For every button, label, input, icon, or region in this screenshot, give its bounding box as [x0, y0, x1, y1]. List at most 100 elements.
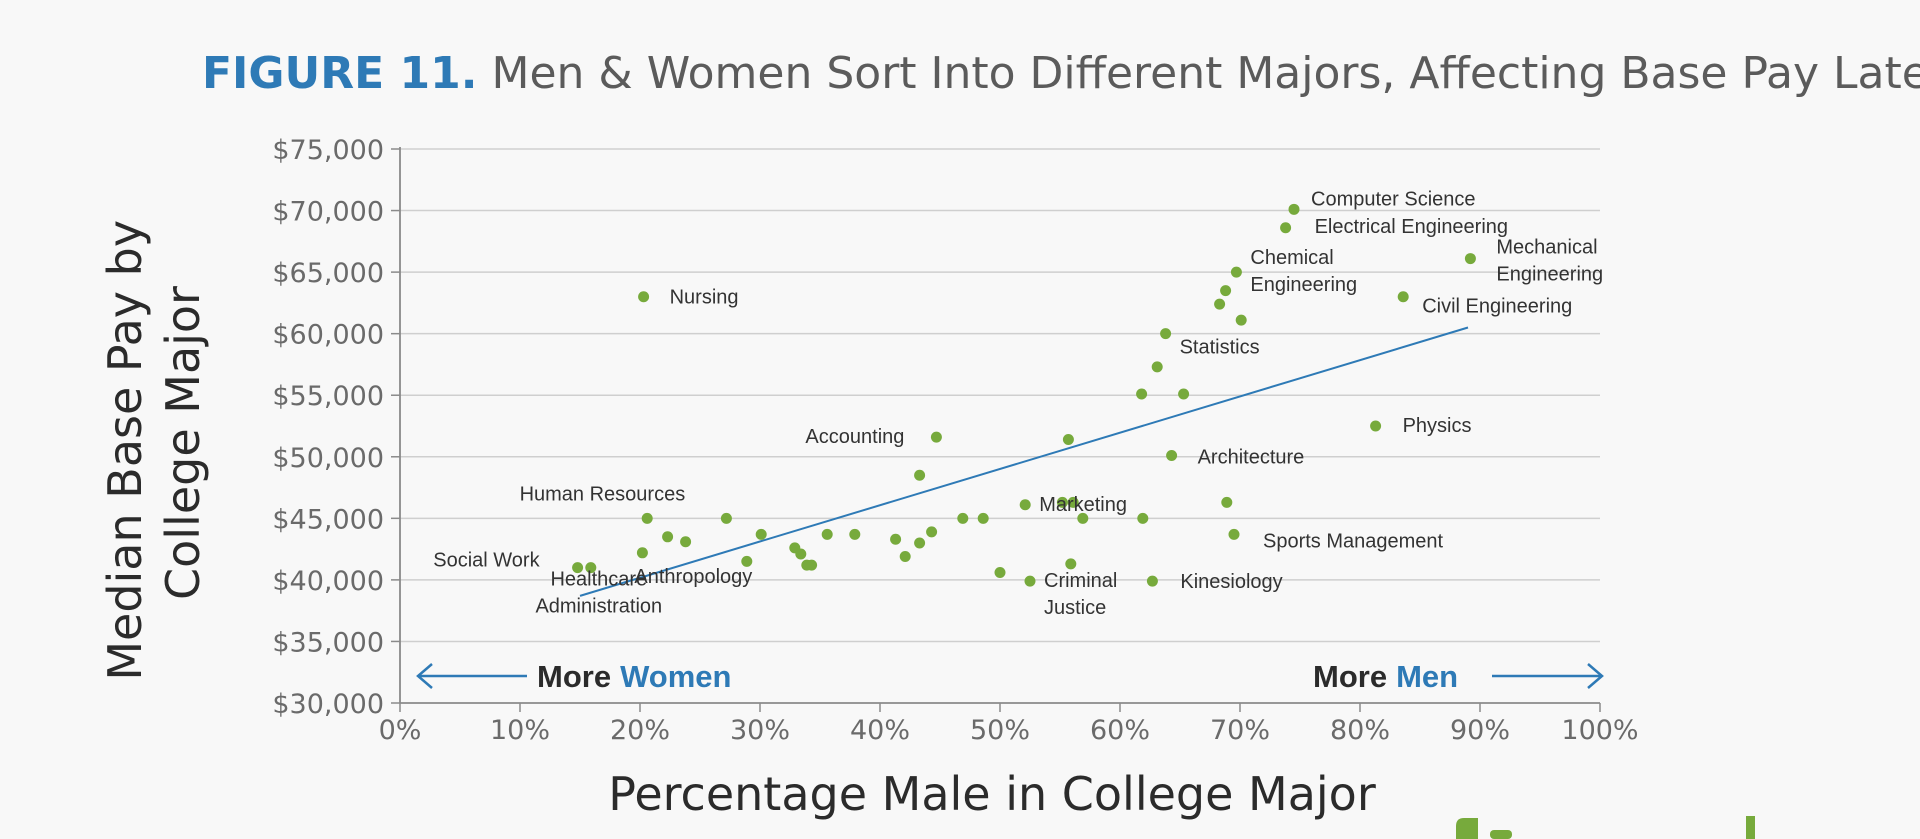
data-point — [741, 555, 753, 567]
data-point — [585, 562, 597, 574]
data-label-line: Kinesiology — [1180, 571, 1282, 593]
data-point — [926, 526, 938, 538]
data-label: Criminal Justice — [1044, 570, 1117, 619]
data-point — [849, 528, 861, 540]
data-label-line: Physics — [1403, 415, 1472, 437]
data-point — [994, 567, 1006, 579]
data-point — [572, 562, 584, 574]
data-label: Architecture — [1198, 447, 1305, 469]
x-tick-label: 20% — [610, 715, 670, 746]
data-label: Statistics — [1180, 337, 1260, 359]
data-point — [1178, 388, 1190, 400]
data-point — [821, 528, 833, 540]
data-label: Mechanical Engineering — [1496, 237, 1603, 286]
data-point — [1062, 434, 1074, 446]
data-label-line: Justice — [1044, 597, 1106, 619]
data-point — [1160, 328, 1172, 340]
data-point — [890, 533, 902, 545]
data-label: Kinesiology — [1180, 571, 1282, 593]
data-point — [680, 536, 692, 548]
data-label-line: Architecture — [1198, 447, 1305, 469]
data-label-line: Human Resources — [520, 483, 686, 505]
data-label-line: Anthropology — [634, 566, 752, 588]
data-label-line: Engineering — [1250, 274, 1357, 296]
data-point — [1288, 203, 1300, 215]
annotation-more-women: More Women — [416, 659, 731, 694]
data-point — [1077, 512, 1089, 524]
data-point — [720, 512, 732, 524]
figure-number: FIGURE 11. — [202, 48, 477, 99]
data-point — [1214, 298, 1226, 310]
data-label: Computer Science — [1311, 188, 1476, 210]
x-tick-label: 80% — [1330, 715, 1390, 746]
data-label-line: Civil Engineering — [1422, 296, 1572, 318]
data-label-line: Nursing — [670, 287, 739, 309]
right-arrow-icon — [1587, 663, 1604, 689]
chart-title: FIGURE 11. Men & Women Sort Into Differen… — [202, 48, 1920, 99]
data-label: Civil Engineering — [1422, 296, 1572, 318]
data-points — [572, 203, 1476, 587]
title-text: Men & Women Sort Into Different Majors, … — [491, 48, 1920, 99]
data-point — [1464, 253, 1476, 265]
data-point — [1024, 575, 1036, 587]
data-label-line: Statistics — [1180, 337, 1260, 359]
data-point — [755, 528, 767, 540]
data-point — [1146, 575, 1158, 587]
x-tick-label: 60% — [1090, 715, 1150, 746]
data-point — [1370, 420, 1382, 432]
data-point — [1235, 314, 1247, 326]
x-tick-label: 70% — [1210, 715, 1270, 746]
y-tick-label: $40,000 — [272, 566, 384, 597]
x-tick-label: 0% — [379, 715, 422, 746]
y-axis-title: Median Base Pay by College Major — [98, 205, 210, 680]
data-point — [914, 469, 926, 481]
data-label-line: Social Work — [433, 550, 540, 572]
data-point — [1280, 222, 1292, 234]
more-women-more: More — [537, 659, 611, 694]
data-label: Healthcare Administration — [535, 569, 662, 618]
data-point — [1019, 499, 1031, 511]
data-point — [1221, 496, 1233, 508]
data-label: Nursing — [670, 287, 739, 309]
x-axis-title: Percentage Male in College Major — [608, 767, 1376, 821]
data-label: Physics — [1403, 415, 1472, 437]
y-tick-label: $55,000 — [272, 381, 384, 412]
data-point — [1151, 361, 1163, 373]
data-point — [662, 531, 674, 543]
x-tick-label: 50% — [970, 715, 1030, 746]
logo-icon — [1456, 816, 1755, 839]
annotation-more-men: More Men — [1313, 659, 1604, 694]
y-tick-label: $70,000 — [272, 197, 384, 228]
data-label-line: Engineering — [1496, 264, 1603, 286]
data-label-line: Administration — [535, 596, 662, 618]
x-tick-label: 90% — [1450, 715, 1510, 746]
x-tick-label: 30% — [730, 715, 790, 746]
y-ticks: $30,000 $35,000 $40,000 $45,000 $50,000 $55,0… — [272, 135, 400, 720]
y-axis-title-line: College Major — [156, 286, 210, 600]
data-label: Marketing — [1039, 494, 1127, 516]
data-point — [1166, 450, 1178, 462]
more-men-group: Men — [1396, 659, 1458, 694]
data-point — [957, 512, 969, 524]
x-tick-label: 100% — [1561, 715, 1638, 746]
data-point — [977, 512, 989, 524]
data-label-line: Marketing — [1039, 494, 1127, 516]
data-label: Chemical Engineering — [1250, 247, 1357, 296]
data-point — [914, 537, 926, 549]
data-point — [1230, 266, 1242, 278]
data-label-line: Chemical — [1250, 247, 1333, 269]
left-arrow-icon — [416, 663, 433, 689]
data-label-line: Accounting — [805, 426, 904, 448]
data-label: Sports Management — [1263, 530, 1444, 552]
more-men-label: More Men — [1313, 659, 1458, 694]
data-point — [806, 559, 818, 571]
y-tick-label: $35,000 — [272, 627, 384, 658]
y-tick-label: $75,000 — [272, 135, 384, 166]
trendline — [579, 326, 1469, 597]
data-label-line: Criminal — [1044, 570, 1117, 592]
y-axis-title-line: Median Base Pay by — [98, 220, 152, 681]
more-men-more: More — [1313, 659, 1387, 694]
data-point — [1065, 558, 1077, 570]
x-ticks: 0% 10% 20% 30% 40% 50% 60% 70% 80% 90% 100% — [379, 703, 1639, 746]
